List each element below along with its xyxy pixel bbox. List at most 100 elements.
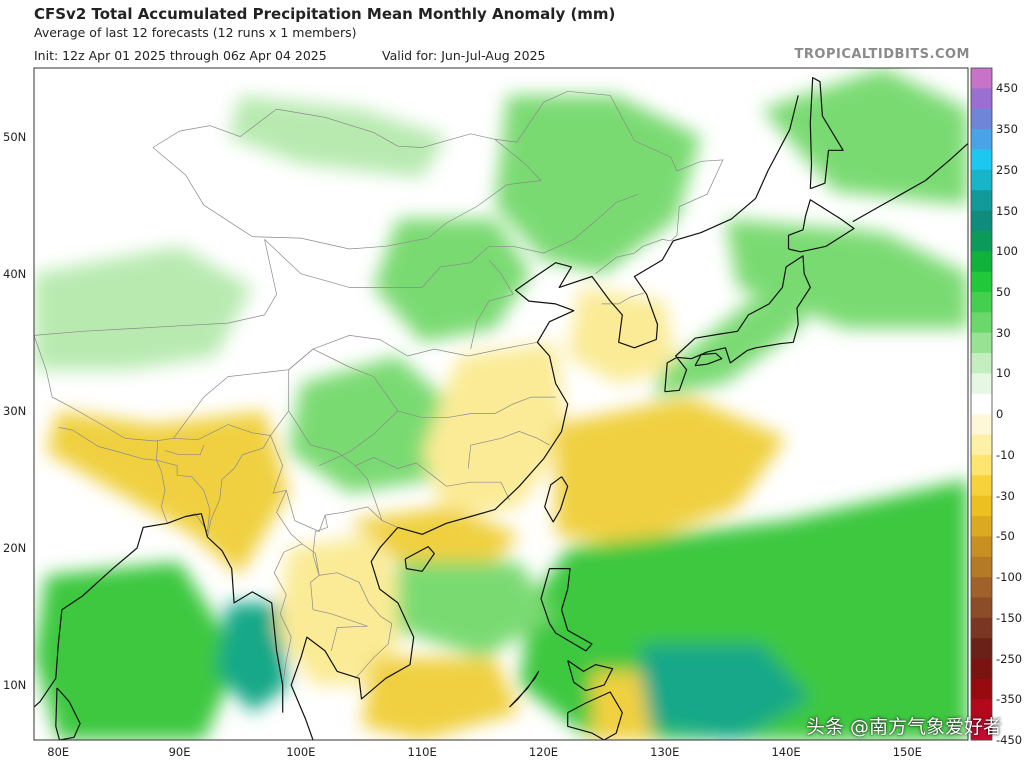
colorbar-swatch--350: [971, 678, 992, 700]
colorbar: [970, 67, 993, 741]
coastline-visayas: [567, 660, 614, 692]
colorbar-label--50: -50: [996, 529, 1015, 544]
border-qinghai-tibet: [173, 348, 314, 439]
colorbar-swatch--125: [971, 577, 992, 598]
anomaly-region-east-china-sea-yellow: [555, 397, 787, 548]
anomaly-region-andaman-teal: [215, 602, 289, 713]
anomaly-region-bay-of-bengal-green: [34, 561, 241, 740]
colorbar-swatch-50: [971, 271, 992, 293]
init-time: Init: 12z Apr 01 2025 through 06z Apr 04…: [34, 48, 327, 63]
colorbar-swatch-0: [971, 393, 992, 415]
colorbar-swatch-300: [971, 129, 992, 150]
colorbar-label-450: 450: [996, 81, 1018, 96]
coastline-kyushu-honshu: [664, 255, 811, 393]
lon-label-80e: 80E: [47, 745, 70, 759]
watermark: 头条 @南方气象爱好者: [805, 716, 1002, 738]
anomaly-region-mongolia-green-north: [228, 95, 447, 178]
valid-time: Valid for: Jun-Jul-Aug 2025: [382, 48, 546, 63]
colorbar-swatch-100: [971, 230, 992, 252]
anomaly-region-philippine-sea-teal: [640, 644, 811, 740]
colorbar-label--30: -30: [996, 488, 1015, 503]
border-hubei-hunan: [397, 396, 556, 419]
colorbar-swatch--100: [971, 556, 992, 578]
colorbar-swatch--75: [971, 536, 992, 558]
border-sichuan-province: [270, 348, 399, 467]
colorbar-label-100: 100: [996, 244, 1018, 259]
border-inner-mongolia: [264, 193, 639, 288]
coastline-kurils: [852, 142, 968, 223]
lat-label-30n: 30N: [3, 403, 27, 418]
lat-label-20n: 20N: [3, 541, 27, 555]
coastline-mindanao: [567, 691, 623, 740]
border-bhutan-india: [164, 444, 205, 456]
colorbar-swatch--50: [971, 516, 992, 537]
colorbar-label--450: -450: [996, 733, 1023, 747]
border-shandong-hebei: [470, 259, 514, 350]
border-henan-shaanxi: [312, 335, 538, 357]
border-bangladesh: [156, 459, 211, 533]
border-guangxi-guangdong: [355, 457, 510, 501]
title-block: CFSv2 Total Accumulated Precipitation Me…: [34, 4, 615, 42]
border-laos-vietnam: [312, 515, 393, 679]
coastline-indochina-coast: [290, 527, 415, 740]
colorbar-swatch--450: [971, 719, 992, 741]
colorbar-label-10: 10: [996, 366, 1011, 381]
brand-logo-text: TROPICALTIDBITS.COM: [794, 47, 970, 62]
colorbar-swatch--300: [971, 658, 992, 680]
lon-label-130e: 130E: [650, 745, 680, 759]
lon-label-100e: 100E: [286, 745, 316, 759]
colorbar-swatch-450: [971, 68, 992, 89]
coastline-china-east-coast: [397, 95, 799, 535]
border-yunnan-province: [288, 410, 383, 521]
colorbar-swatch--20: [971, 454, 992, 476]
anomaly-region-indochina-yellow: [276, 534, 410, 686]
anomaly-region-japan-green: [652, 218, 859, 398]
colorbar-swatch-5: [971, 373, 992, 395]
coastline-burma-coast: [34, 513, 284, 713]
anomaly-region-mindanao-yellow: [592, 671, 653, 740]
border-mongolia-russia: [152, 108, 495, 148]
coastline-hainan: [404, 545, 435, 572]
anomaly-region-tibet-west-green: [34, 246, 253, 370]
coastline-hokkaido: [787, 199, 855, 253]
map-frame: [33, 67, 969, 741]
colorbar-swatch--250: [971, 638, 992, 660]
colorbar-swatch-30: [971, 312, 992, 334]
border-himalaya-border: [34, 335, 399, 532]
colorbar-swatch--5: [971, 414, 992, 436]
lon-label-120e: 120E: [528, 745, 559, 759]
coastline-taiwan: [544, 476, 569, 523]
lon-label-110e: 110E: [407, 745, 437, 759]
colorbar-swatch-20: [971, 332, 992, 354]
anomaly-region-manchuria-green: [494, 95, 702, 274]
border-china-korea: [595, 239, 671, 274]
anomaly-region-pacific-northeast-green: [761, 68, 968, 206]
chart-subtitle: Average of last 12 forecasts (12 runs x …: [34, 25, 357, 40]
coastline-sri-lanka: [55, 687, 81, 740]
anomaly-fill-layer: [34, 68, 968, 740]
colorbar-swatch--10: [971, 434, 992, 456]
lat-label-40n: 40N: [3, 266, 27, 281]
colorbar-swatch-400: [971, 88, 992, 110]
coastline-luzon: [540, 567, 593, 652]
colorbar-frame: [970, 67, 993, 741]
colorbar-label--250: -250: [996, 651, 1023, 666]
border-korea-dmz: [601, 292, 645, 305]
lon-label-140e: 140E: [771, 745, 801, 759]
political-borders: [34, 90, 724, 686]
colorbar-label-350: 350: [996, 122, 1018, 137]
anomaly-region-north-china-green: [373, 218, 532, 343]
colorbar-swatch-10: [971, 353, 992, 374]
border-myanmar-thailand: [273, 490, 303, 686]
lon-label-90e: 90E: [168, 745, 191, 759]
colorbar-swatch--40: [971, 495, 992, 517]
lon-label-150e: 150E: [892, 745, 922, 759]
border-india-myanmar: [207, 435, 271, 538]
colorbar-swatch-200: [971, 169, 992, 191]
coastlines: [34, 76, 968, 740]
colorbar-label--150: -150: [996, 610, 1023, 625]
border-xinjiang-tibet: [34, 239, 277, 336]
coastline-sakhalin: [809, 76, 844, 190]
colorbar-label-0: 0: [996, 407, 1004, 422]
colorbar-label--100: -100: [996, 570, 1023, 585]
